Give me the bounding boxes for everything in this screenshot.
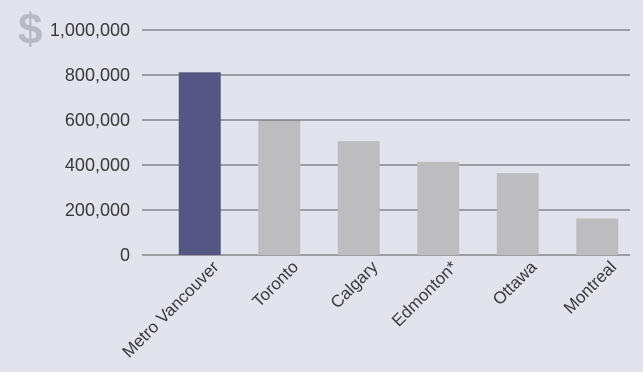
- currency-symbol: $: [18, 5, 42, 54]
- x-category-label: Ottawa: [489, 257, 541, 309]
- bar-ottawa: [496, 173, 539, 255]
- bars: [178, 72, 619, 255]
- y-tick-label: 600,000: [65, 110, 130, 130]
- y-tick-label: 200,000: [65, 200, 130, 220]
- y-tick-label: 400,000: [65, 155, 130, 175]
- bar-metro-vancouver: [178, 72, 221, 255]
- bar-calgary: [337, 141, 380, 255]
- x-category-label: Calgary: [327, 257, 382, 312]
- y-tick-label: 1,000,000: [50, 20, 130, 40]
- y-axis-tick-labels: 0 200,000 400,000 600,000 800,000 1,000,000: [50, 20, 130, 265]
- x-axis-category-labels: Metro Vancouver Toronto Calgary Edmonton* Ot…: [118, 257, 620, 361]
- x-category-label: Toronto: [249, 257, 303, 311]
- bar-toronto: [258, 120, 301, 255]
- y-tick-label: 0: [120, 245, 130, 265]
- bar-montreal: [576, 218, 619, 255]
- x-category-label: Metro Vancouver: [118, 257, 222, 361]
- bar-edmonton: [417, 161, 460, 255]
- x-category-label: Edmonton*: [388, 257, 461, 330]
- y-tick-label: 800,000: [65, 65, 130, 85]
- gridlines: [142, 29, 630, 256]
- x-category-label: Montreal: [560, 257, 620, 317]
